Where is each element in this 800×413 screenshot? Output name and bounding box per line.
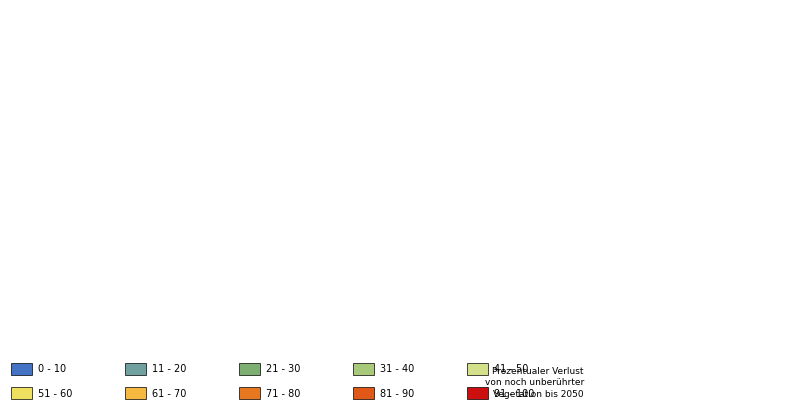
- FancyBboxPatch shape: [125, 363, 146, 375]
- FancyBboxPatch shape: [11, 363, 32, 375]
- Text: 41 - 50: 41 - 50: [494, 363, 528, 374]
- Text: 81 - 90: 81 - 90: [380, 388, 414, 398]
- Text: 0 - 10: 0 - 10: [38, 363, 66, 374]
- FancyBboxPatch shape: [125, 387, 146, 399]
- Text: 31 - 40: 31 - 40: [380, 363, 414, 374]
- Text: 11 - 20: 11 - 20: [152, 363, 186, 374]
- Text: 51 - 60: 51 - 60: [38, 388, 72, 398]
- Text: 21 - 30: 21 - 30: [266, 363, 300, 374]
- FancyBboxPatch shape: [239, 387, 260, 399]
- Text: 71 - 80: 71 - 80: [266, 388, 300, 398]
- Text: 91 - 100: 91 - 100: [494, 388, 534, 398]
- FancyBboxPatch shape: [353, 363, 374, 375]
- Text: Prozentualer Verlust
von noch unberührter
Vegetation bis 2050: Prozentualer Verlust von noch unberührte…: [485, 366, 584, 398]
- FancyBboxPatch shape: [467, 363, 488, 375]
- FancyBboxPatch shape: [467, 387, 488, 399]
- FancyBboxPatch shape: [11, 387, 32, 399]
- Text: 61 - 70: 61 - 70: [152, 388, 186, 398]
- FancyBboxPatch shape: [353, 387, 374, 399]
- FancyBboxPatch shape: [239, 363, 260, 375]
